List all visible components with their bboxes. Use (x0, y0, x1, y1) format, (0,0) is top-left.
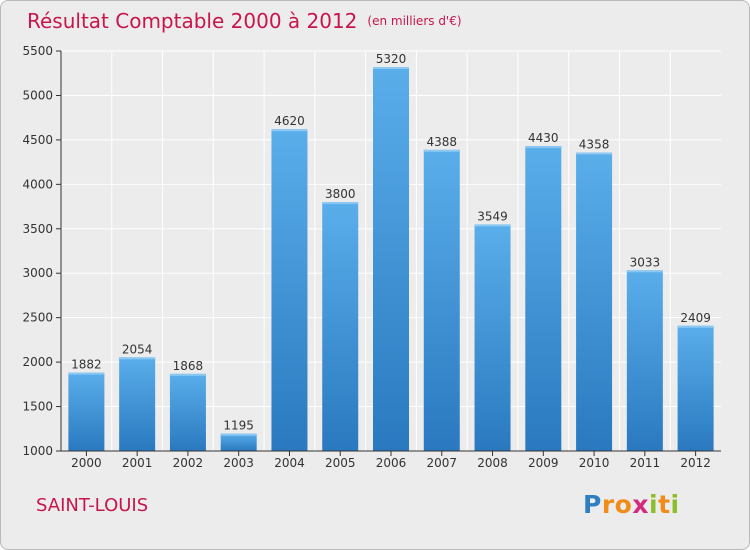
bar-highlight-2000 (68, 372, 105, 375)
bar-highlight-2006 (373, 67, 409, 69)
value-label-2001: 2054 (122, 342, 153, 356)
bar-2005 (322, 202, 359, 451)
y-tick-label-2500: 2500 (22, 311, 53, 325)
value-label-2006: 5320 (376, 52, 407, 66)
bar-highlight-2003 (220, 433, 257, 436)
value-label-2009: 4430 (528, 131, 559, 145)
y-tick-label-1000: 1000 (22, 444, 53, 458)
bar-highlight-2002 (169, 373, 206, 376)
y-tick-label-5500: 5500 (22, 44, 53, 58)
x-tick-label-2006: 2006 (376, 456, 407, 470)
x-tick-label-2004: 2004 (274, 456, 305, 470)
bar-2008 (474, 224, 511, 451)
bar-2006 (373, 67, 409, 451)
y-tick-label-4000: 4000 (22, 177, 53, 191)
logo-letter: r (601, 490, 615, 519)
chart-unit-label: (en milliers d'€) (367, 14, 462, 28)
bar-highlight-2008 (474, 224, 511, 227)
value-label-2007: 4388 (426, 135, 457, 149)
bar-2010 (576, 152, 613, 451)
value-label-2008: 3549 (477, 209, 508, 223)
bar-2012 (677, 325, 714, 451)
bar-2002 (169, 373, 206, 451)
value-label-2003: 1195 (223, 419, 254, 433)
value-label-2012: 2409 (680, 311, 711, 325)
x-tick-label-2008: 2008 (477, 456, 508, 470)
bar-2004 (271, 129, 308, 451)
x-tick-label-2011: 2011 (630, 456, 661, 470)
logo-letter: i (649, 490, 659, 519)
value-label-2000: 1882 (71, 358, 102, 372)
x-tick-label-2012: 2012 (680, 456, 711, 470)
bar-highlight-2005 (322, 202, 359, 205)
value-label-2010: 4358 (579, 138, 610, 152)
logo-letter: t (658, 490, 671, 519)
value-label-2005: 3800 (325, 187, 356, 201)
bar-highlight-2012 (677, 325, 714, 328)
y-tick-label-3500: 3500 (22, 222, 53, 236)
x-tick-label-2007: 2007 (426, 456, 457, 470)
bar-2009 (525, 146, 562, 451)
y-tick-label-5000: 5000 (22, 88, 53, 102)
bars: 1882 2054 1868 1195 4620 3800 5320 4388 3549 4430… (68, 52, 714, 451)
x-tick-label-2005: 2005 (325, 456, 356, 470)
logo-letter: P (583, 490, 602, 519)
bar-2001 (119, 357, 156, 451)
y-tick-label-1500: 1500 (22, 400, 53, 414)
chart-title-text: Résultat Comptable 2000 à 2012 (27, 9, 358, 33)
bar-highlight-2009 (525, 146, 562, 149)
value-label-2004: 4620 (274, 114, 305, 128)
value-label-2011: 3033 (630, 255, 661, 269)
bar-highlight-2011 (626, 270, 663, 273)
y-tick-label-4500: 4500 (22, 133, 53, 147)
bar-2011 (626, 270, 663, 451)
x-tick-label-2009: 2009 (528, 456, 559, 470)
bar-highlight-2004 (271, 129, 308, 132)
bar-2003 (220, 433, 257, 451)
logo-letter: i (670, 490, 680, 519)
logo-letter: x (632, 490, 649, 519)
bar-2007 (423, 149, 460, 451)
chart-title: Résultat Comptable 2000 à 2012 (en millie… (27, 9, 462, 33)
x-tick-label-2010: 2010 (579, 456, 610, 470)
bar-highlight-2007 (423, 149, 460, 152)
bar-2000 (68, 372, 105, 451)
value-label-2002: 1868 (173, 359, 204, 373)
y-tick-label-3000: 3000 (22, 266, 53, 280)
x-tick-label-2003: 2003 (223, 456, 254, 470)
x-tick-label-2002: 2002 (173, 456, 204, 470)
x-tick-label-2000: 2000 (71, 456, 102, 470)
axes: 1000 1500 2000 2500 3000 3500 4000 4500 5000 5500… (22, 44, 721, 470)
proxiti-logo: Proxiti (583, 490, 680, 519)
city-name: SAINT-LOUIS (36, 495, 149, 516)
logo-letter: o (614, 490, 633, 519)
x-tick-label-2001: 2001 (122, 456, 153, 470)
bar-highlight-2010 (576, 152, 613, 155)
bar-highlight-2001 (119, 357, 156, 360)
y-tick-label-2000: 2000 (22, 355, 53, 369)
